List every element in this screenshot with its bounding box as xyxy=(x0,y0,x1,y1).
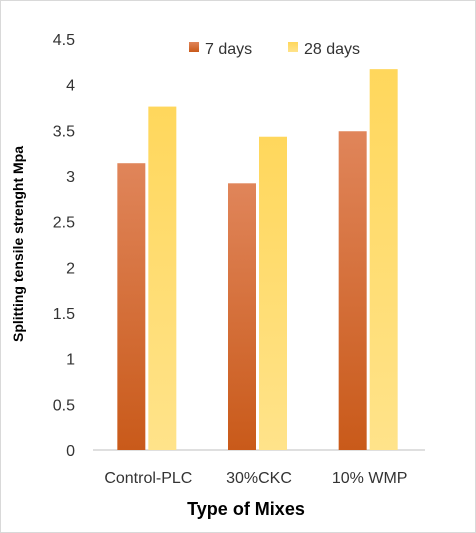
x-tick-label: Control-PLC xyxy=(104,470,192,487)
legend-label-7-days: 7 days xyxy=(205,41,252,58)
legend-label-28-days: 28 days xyxy=(304,41,360,58)
bar-28-days-1 xyxy=(259,136,287,450)
y-tick-label: 4 xyxy=(66,78,75,95)
y-tick-label: 3.5 xyxy=(53,123,75,140)
bar-28-days-0 xyxy=(148,106,177,450)
y-tick-label: 3 xyxy=(66,169,75,186)
bar-7-days-0 xyxy=(117,163,146,451)
y-tick-label: 2.5 xyxy=(53,215,75,232)
y-tick-label: 1.5 xyxy=(53,306,75,323)
legend-swatch-7-days xyxy=(189,42,199,52)
y-tick-label: 0 xyxy=(66,443,75,460)
bar-28-days-2 xyxy=(369,69,398,450)
y-axis: 0 0.5 1 1.5 2 2.5 3 3.5 4 4.5 xyxy=(53,32,75,460)
y-tick-label: 2 xyxy=(66,260,75,277)
bars xyxy=(117,69,398,451)
x-tick-label: 30%CKC xyxy=(226,470,292,487)
bar-7-days-2 xyxy=(338,131,367,450)
legend: 7 days 28 days xyxy=(189,41,360,58)
y-tick-label: 0.5 xyxy=(53,397,75,414)
y-axis-title-group: Splitting tensile strenght Mpa xyxy=(10,146,26,342)
y-axis-title: Splitting tensile strenght Mpa xyxy=(10,146,26,342)
x-tick-label: 10% WMP xyxy=(332,470,408,487)
x-axis: Control-PLC 30%CKC 10% WMP xyxy=(104,470,407,487)
y-tick-label: 1 xyxy=(66,352,75,369)
x-axis-title: Type of Mixes xyxy=(187,499,305,519)
bar-7-days-1 xyxy=(228,183,256,450)
legend-swatch-28-days xyxy=(288,42,298,52)
y-tick-label: 4.5 xyxy=(53,32,75,49)
